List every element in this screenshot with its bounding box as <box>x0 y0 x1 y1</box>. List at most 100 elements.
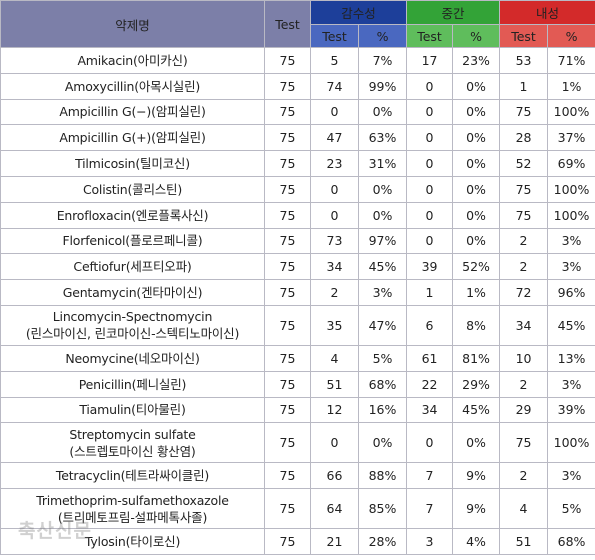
cell-drug-name: Amikacin(아미카신) <box>0 47 265 74</box>
cell-test: 75 <box>264 344 311 372</box>
table-row: Penicillin(페니실린) 75 51 68% 22 29% 2 3% <box>0 370 595 398</box>
cell-susceptible-pct: 99% <box>357 72 408 100</box>
cell-resistant-pct: 100% <box>547 422 595 464</box>
drug-name-line: Florfenicol(플로르페니콜) <box>62 233 203 249</box>
subheader-susceptible-pct: % <box>357 24 408 48</box>
drug-name-korean-line: (린스마이신, 린코마이신-스텍티노마이신) <box>25 326 240 342</box>
cell-susceptible-count: 4 <box>310 344 359 372</box>
cell-susceptible-pct: 97% <box>357 227 408 255</box>
cell-intermediate-count: 0 <box>406 227 454 255</box>
cell-resistant-pct: 3% <box>547 253 595 281</box>
drug-name-line: Tylosin(타이로신) <box>84 534 181 550</box>
subheader-resistant-pct: % <box>547 24 595 48</box>
cell-test: 75 <box>264 279 311 306</box>
cell-resistant-pct: 13% <box>547 344 595 372</box>
cell-test: 75 <box>264 528 311 555</box>
cell-test: 75 <box>264 422 311 464</box>
cell-resistant-count: 75 <box>499 175 549 203</box>
cell-intermediate-pct: 23% <box>452 47 501 74</box>
cell-resistant-count: 75 <box>499 422 549 464</box>
drug-name-line: Colistin(콜리스틴) <box>82 181 183 197</box>
cell-resistant-pct: 45% <box>547 304 595 346</box>
subheader-intermediate-pct: % <box>452 24 501 48</box>
drug-name-line: Tiamulin(티아물린) <box>79 402 186 418</box>
cell-test: 75 <box>264 227 311 255</box>
cell-intermediate-pct: 9% <box>452 488 501 530</box>
cell-resistant-pct: 3% <box>547 462 595 490</box>
cell-test: 75 <box>264 150 311 177</box>
cell-resistant-count: 2 <box>499 462 549 490</box>
cell-resistant-pct: 71% <box>547 47 595 74</box>
cell-intermediate-pct: 29% <box>452 370 501 398</box>
cell-test: 75 <box>264 253 311 281</box>
drug-name-korean-line: (트리메토프림-설파메톡사졸) <box>57 509 208 525</box>
cell-test: 75 <box>264 370 311 398</box>
header-susceptible: 감수성 <box>309 0 408 25</box>
table-row: Tilmicosin(틸미코신) 75 23 31% 0 0% 52 69% <box>0 150 595 177</box>
drug-name-line: Amikacin(아미카신) <box>77 52 188 68</box>
cell-intermediate-pct: 52% <box>452 253 501 281</box>
cell-resistant-pct: 100% <box>547 175 595 203</box>
drug-name-line: Neomycine(네오마이신) <box>65 350 200 366</box>
cell-resistant-pct: 3% <box>547 370 595 398</box>
drug-name-line: Enrofloxacin(엔로플록사신) <box>56 207 209 223</box>
cell-susceptible-pct: 0% <box>357 175 408 203</box>
subheader-resistant-test: Test <box>499 24 549 48</box>
cell-susceptible-count: 12 <box>310 396 359 424</box>
cell-resistant-pct: 37% <box>547 124 595 152</box>
table-row: Amoxycillin(아목시실린) 75 74 99% 0 0% 1 1% <box>0 72 595 100</box>
cell-intermediate-pct: 1% <box>452 279 501 306</box>
drug-name-line: Ampicillin G(+)(암피실린) <box>59 130 206 146</box>
cell-susceptible-pct: 47% <box>357 304 408 346</box>
cell-intermediate-count: 0 <box>406 422 454 464</box>
cell-resistant-pct: 39% <box>547 396 595 424</box>
cell-intermediate-count: 0 <box>406 150 454 177</box>
cell-intermediate-pct: 0% <box>452 72 501 100</box>
cell-drug-name: Tiamulin(티아물린) <box>0 396 265 424</box>
drug-name-korean-line: (스트렙토마이신 황산염) <box>69 443 196 459</box>
cell-resistant-count: 10 <box>499 344 549 372</box>
cell-intermediate-count: 7 <box>406 462 454 490</box>
cell-test: 75 <box>264 488 311 530</box>
cell-resistant-pct: 96% <box>547 279 595 306</box>
cell-intermediate-count: 0 <box>406 175 454 203</box>
cell-susceptible-count: 66 <box>310 462 359 490</box>
cell-test: 75 <box>264 175 311 203</box>
cell-susceptible-count: 35 <box>310 304 359 346</box>
drug-name-line: Tilmicosin(틸미코신) <box>75 156 190 172</box>
cell-resistant-count: 2 <box>499 253 549 281</box>
table-row: Trimethoprim-sulfamethoxazole (트리메토프림-설파메… <box>0 488 595 530</box>
cell-resistant-count: 29 <box>499 396 549 424</box>
cell-susceptible-count: 23 <box>310 150 359 177</box>
table-row: Enrofloxacin(엔로플록사신) 75 0 0% 0 0% 75 100% <box>0 201 595 229</box>
cell-susceptible-count: 21 <box>310 528 359 555</box>
cell-susceptible-pct: 45% <box>357 253 408 281</box>
cell-susceptible-pct: 0% <box>357 201 408 229</box>
cell-test: 75 <box>264 396 311 424</box>
cell-resistant-pct: 3% <box>547 227 595 255</box>
drug-name-line: Ceftiofur(세프티오파) <box>73 259 192 275</box>
drug-name-line: Tetracyclin(테트라싸이클린) <box>55 468 210 484</box>
cell-susceptible-count: 64 <box>310 488 359 530</box>
cell-susceptible-count: 47 <box>310 124 359 152</box>
cell-susceptible-pct: 5% <box>357 344 408 372</box>
cell-susceptible-count: 73 <box>310 227 359 255</box>
table-row: Lincomycin-Spectnomycin (린스마이신, 린코마이신-스텍티… <box>0 304 595 346</box>
cell-test: 75 <box>264 462 311 490</box>
cell-drug-name: Neomycine(네오마이신) <box>0 344 265 372</box>
cell-drug-name: Tetracyclin(테트라싸이클린) <box>0 462 265 490</box>
cell-susceptible-pct: 85% <box>357 488 408 530</box>
cell-intermediate-pct: 0% <box>452 227 501 255</box>
cell-susceptible-pct: 0% <box>357 422 408 464</box>
cell-susceptible-pct: 3% <box>357 279 408 306</box>
cell-intermediate-count: 0 <box>406 124 454 152</box>
table-row: Ceftiofur(세프티오파) 75 34 45% 39 52% 2 3% <box>0 253 595 281</box>
cell-test: 75 <box>264 72 311 100</box>
table-row: Streptomycin sulfate (스트렙토마이신 황산염) 75 0 0% 0 0… <box>0 422 595 464</box>
cell-intermediate-pct: 8% <box>452 304 501 346</box>
drug-name-line: Streptomycin sulfate <box>69 426 196 442</box>
cell-intermediate-pct: 0% <box>452 201 501 229</box>
cell-resistant-pct: 100% <box>547 98 595 126</box>
cell-intermediate-count: 61 <box>406 344 454 372</box>
cell-resistant-pct: 5% <box>547 488 595 530</box>
